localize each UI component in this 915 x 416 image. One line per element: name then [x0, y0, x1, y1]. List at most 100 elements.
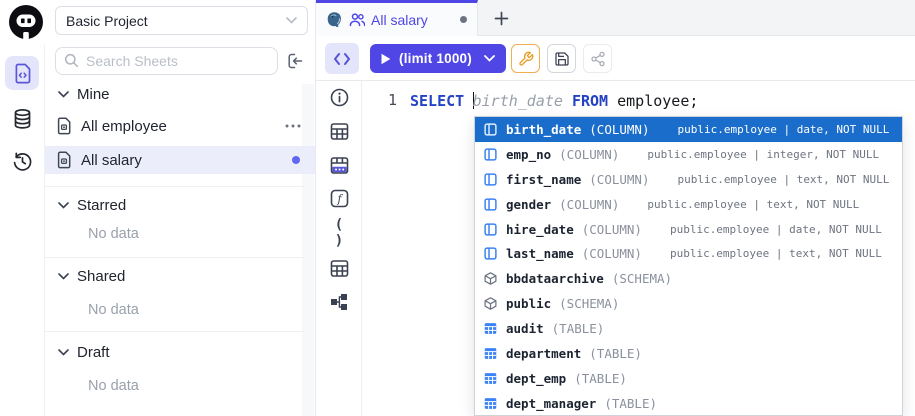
function-tool-button[interactable]: f	[329, 188, 349, 208]
item-name: last_name	[506, 246, 574, 262]
section-divider	[45, 331, 305, 332]
section-header-shared[interactable]: Shared	[45, 266, 315, 286]
share-icon	[590, 51, 605, 66]
autocomplete-item-first-name[interactable]: first_name (COLUMN) public.employee | te…	[475, 167, 902, 192]
editor-tools-rail: f ( )	[316, 81, 362, 416]
section-label: Starred	[77, 196, 127, 214]
active-sheet-dot	[292, 156, 300, 164]
schema-cube-icon	[484, 272, 497, 286]
item-detail: public.employee | text, NOT NULL	[647, 197, 860, 211]
item-type: (COLUMN)	[589, 171, 650, 187]
sheet-item-all-employee[interactable]: All employee	[45, 112, 315, 140]
project-select[interactable]: Basic Project	[55, 6, 308, 35]
new-tab-button[interactable]	[488, 5, 514, 31]
item-name: department	[506, 345, 582, 361]
search-sheets	[55, 47, 278, 75]
autocomplete-item-dept-emp[interactable]: dept_emp (TABLE)	[475, 366, 902, 391]
tab-unsaved-dot	[460, 16, 467, 23]
run-query-button[interactable]: (limit 1000)	[370, 44, 506, 73]
autocomplete-item-last-name[interactable]: last_name (COLUMN) public.employee | tex…	[475, 241, 902, 266]
table-icon	[484, 323, 497, 334]
autocomplete-item-bbdataarchive[interactable]: bbdataarchive (SCHEMA)	[475, 266, 902, 291]
item-detail: public.employee | text, NOT NULL	[677, 172, 890, 186]
users-icon	[349, 13, 365, 27]
item-name: birth_date	[506, 121, 582, 137]
autocomplete-item-gender[interactable]: gender (COLUMN) public.employee | text, …	[475, 192, 902, 217]
chevron-down-icon	[286, 17, 297, 24]
query-tools-button[interactable]	[511, 44, 540, 73]
postgres-elephant-icon	[327, 12, 341, 28]
chevron-down-icon	[58, 348, 69, 356]
function-icon: f	[330, 189, 348, 207]
item-type: (COLUMN)	[581, 221, 642, 237]
empty-state-text: No data	[88, 226, 139, 242]
table-tool-button[interactable]	[329, 121, 349, 141]
schema-cube-icon	[484, 297, 497, 310]
schema-flow-button[interactable]	[329, 292, 349, 312]
item-type: (TABLE)	[551, 321, 605, 337]
section-header-draft[interactable]: Draft	[45, 342, 315, 362]
parentheses-tool-button[interactable]: ( )	[329, 217, 349, 249]
item-type: (COLUMN)	[589, 121, 650, 137]
section-header-mine[interactable]: Mine	[45, 84, 315, 104]
table-magic-button[interactable]	[329, 155, 349, 175]
sql-keyword-select: SELECT	[410, 92, 474, 110]
item-type: (COLUMN)	[559, 146, 620, 162]
item-detail: public.employee | date, NOT NULL	[677, 122, 890, 136]
more-ellipsis-icon	[285, 124, 301, 128]
code-line: SELECT birth_date FROM employee;	[410, 91, 698, 112]
project-select-value: Basic Project	[66, 12, 148, 29]
sheet-item-all-salary[interactable]: All salary	[45, 146, 315, 174]
item-name: first_name	[506, 171, 582, 187]
autocomplete-item-hire-date[interactable]: hire_date (COLUMN) public.employee | dat…	[475, 217, 902, 242]
collapse-sidebar-button[interactable]	[285, 50, 307, 72]
tab-strip: All salary	[316, 0, 915, 36]
save-icon	[554, 51, 569, 66]
database-icon	[14, 109, 30, 129]
sidebar-rail-database-button[interactable]	[5, 102, 39, 136]
table-icon	[484, 372, 497, 384]
wrench-icon	[518, 51, 533, 66]
section-header-starred[interactable]: Starred	[45, 195, 315, 215]
sidebar-rail-sheets-button[interactable]	[5, 56, 39, 90]
sheet-more-button[interactable]	[283, 122, 303, 130]
parentheses-icon: ( )	[334, 217, 344, 249]
autocomplete-item-birth-date[interactable]: birth_date (COLUMN) public.employee | da…	[475, 117, 902, 142]
chevron-down-icon	[58, 90, 69, 98]
search-sheets-input[interactable]	[55, 47, 278, 75]
table-list-button[interactable]	[329, 258, 349, 278]
item-name: audit	[506, 321, 544, 337]
column-icon	[484, 222, 497, 236]
autocomplete-item-department[interactable]: department (TABLE)	[475, 341, 902, 366]
section-label: Mine	[77, 85, 110, 103]
sidebar-rail-history-button[interactable]	[5, 144, 39, 178]
item-detail: public.employee | integer, NOT NULL	[647, 147, 880, 161]
share-button[interactable]	[583, 44, 612, 73]
item-detail: public.employee | date, NOT NULL	[669, 222, 882, 236]
code-brackets-icon	[334, 52, 350, 65]
autocomplete-item-dept-manager[interactable]: dept_manager (TABLE)	[475, 391, 902, 416]
flow-icon	[331, 294, 347, 310]
sheet-file-icon	[57, 117, 71, 135]
item-type: (TABLE)	[574, 370, 627, 386]
autocomplete-item-public[interactable]: public (SCHEMA)	[475, 291, 902, 316]
code-view-toggle-button[interactable]	[325, 43, 359, 74]
table-magic-icon	[330, 156, 348, 174]
autocomplete-item-audit[interactable]: audit (TABLE)	[475, 316, 902, 341]
item-name: hire_date	[506, 221, 574, 237]
info-button[interactable]	[329, 87, 349, 107]
sidebar-icon-rail	[0, 44, 45, 416]
chevron-down-icon	[58, 201, 69, 209]
panel-import-icon	[288, 53, 303, 69]
tab-all-salary[interactable]: All salary	[316, 0, 478, 36]
empty-state-text: No data	[88, 302, 139, 318]
item-detail: public.employee | text, NOT NULL	[669, 247, 882, 261]
column-icon	[484, 247, 497, 261]
item-type: (SCHEMA)	[611, 271, 673, 287]
autocomplete-item-emp-no[interactable]: emp_no (COLUMN) public.employee | intege…	[475, 142, 902, 167]
chevron-down-icon[interactable]	[484, 55, 495, 62]
save-button[interactable]	[547, 44, 576, 73]
item-name: dept_manager	[506, 395, 597, 411]
run-button-label: (limit 1000)	[399, 51, 472, 66]
column-icon	[484, 173, 497, 186]
